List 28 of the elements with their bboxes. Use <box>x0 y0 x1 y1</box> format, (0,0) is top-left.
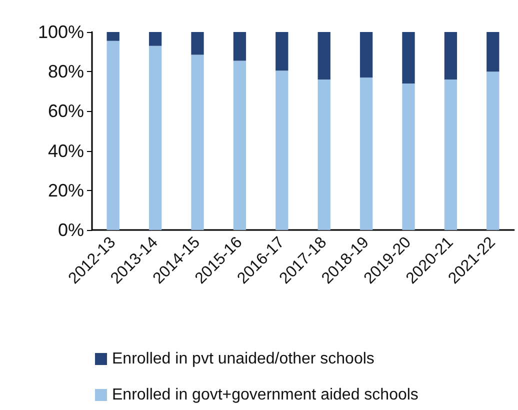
bar <box>486 72 500 230</box>
y-tick-label: 20% <box>48 180 84 200</box>
bar <box>318 32 330 80</box>
y-tick-label: 100% <box>38 22 84 42</box>
y-tick-label: 0% <box>58 220 84 240</box>
bar <box>148 46 162 230</box>
y-tick-label: 60% <box>48 101 84 122</box>
bar <box>360 32 373 78</box>
bar <box>191 32 204 55</box>
bar <box>402 83 415 230</box>
bar <box>276 32 288 71</box>
bar <box>276 70 288 230</box>
bar <box>233 60 246 230</box>
legend-label: Enrolled in govt+government aided schools <box>112 386 418 404</box>
bar <box>106 32 120 41</box>
bar <box>486 32 500 72</box>
bar <box>444 32 458 80</box>
bar <box>402 32 415 84</box>
bar <box>318 80 330 230</box>
bar <box>444 80 458 230</box>
bar <box>360 78 373 230</box>
y-tick-label: 40% <box>48 140 84 161</box>
bar <box>191 54 204 230</box>
y-tick-label: 80% <box>48 62 84 82</box>
bar <box>233 32 246 61</box>
bar <box>106 40 120 230</box>
bar <box>148 32 162 46</box>
legend-label: Enrolled in pvt unaided/other schools <box>112 350 374 368</box>
